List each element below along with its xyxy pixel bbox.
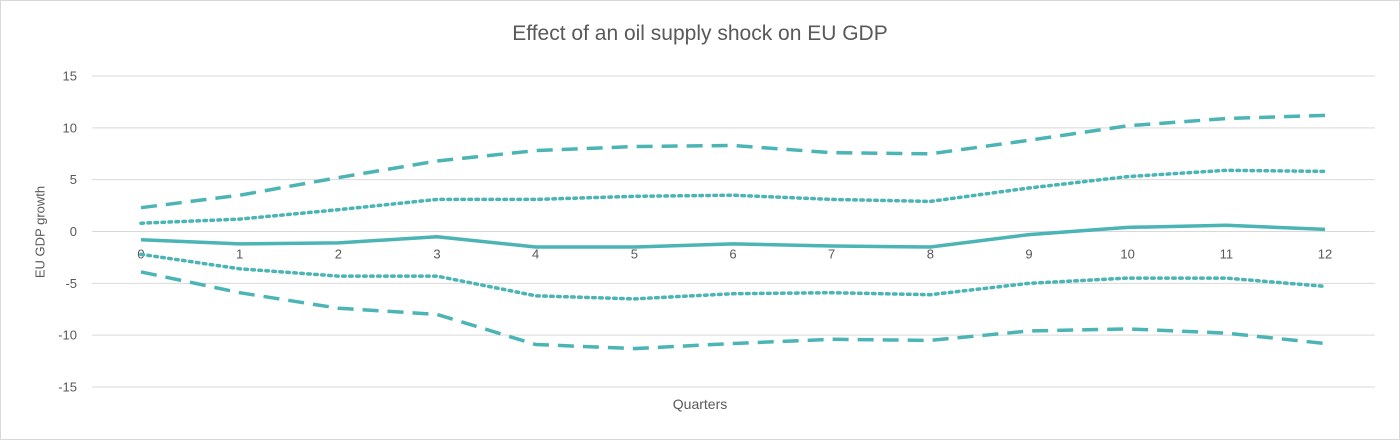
y-tick-label: 5 [70, 172, 77, 187]
x-tick-label: 11 [1220, 247, 1234, 262]
x-tick-label: 7 [828, 247, 835, 262]
x-tick-label: 6 [729, 247, 736, 262]
series-lines [139, 113, 1327, 351]
series-line-dashed-0 [140, 113, 1326, 210]
x-tick-label: 12 [1318, 247, 1332, 262]
x-tick-label: 2 [335, 247, 342, 262]
y-tick-label: -15 [58, 380, 77, 395]
x-tick-label: 1 [236, 247, 243, 262]
y-tick-label: 15 [63, 69, 77, 84]
x-tick-labels: 0 1 2 3 4 5 6 7 8 9 10 11 12 [137, 247, 1332, 262]
y-tick-label: -10 [58, 328, 77, 343]
series-line-dotted-3 [139, 252, 1327, 301]
x-tick-label: 10 [1120, 247, 1134, 262]
y-tick-labels: -15 -10 -5 0 5 10 15 [58, 69, 77, 395]
y-tick-label: -5 [65, 276, 77, 291]
series-line-solid-2 [140, 223, 1326, 249]
x-tick-label: 5 [631, 247, 638, 262]
x-tick-label: 8 [927, 247, 934, 262]
gridlines [92, 75, 1375, 388]
x-tick-label: 3 [433, 247, 440, 262]
series-line-dashed-4 [140, 270, 1326, 351]
x-tick-label: 4 [532, 247, 539, 262]
x-axis-title: Quarters [672, 396, 728, 412]
chart-title: Effect of an oil supply shock on EU GDP [512, 22, 888, 45]
x-tick-label: 9 [1025, 247, 1032, 262]
series-line-dotted-1 [139, 168, 1327, 225]
y-tick-label: 10 [63, 120, 77, 135]
y-tick-label: 0 [70, 224, 77, 239]
